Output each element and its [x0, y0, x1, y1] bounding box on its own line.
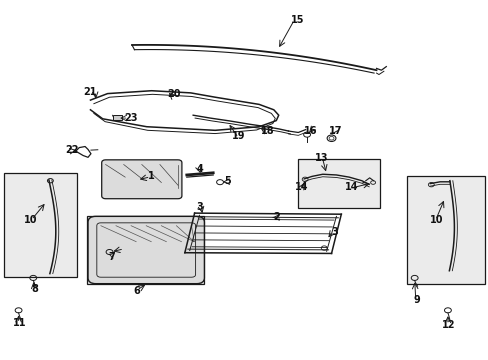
FancyBboxPatch shape: [102, 160, 182, 199]
Text: 5: 5: [224, 176, 230, 186]
Text: 4: 4: [196, 164, 203, 174]
Bar: [298, 159, 380, 208]
Text: 1: 1: [148, 171, 155, 181]
Text: 11: 11: [13, 318, 26, 328]
Text: 19: 19: [231, 131, 245, 141]
Text: 2: 2: [273, 212, 280, 222]
Bar: [113, 115, 122, 120]
Text: 18: 18: [261, 126, 274, 136]
Bar: [4, 173, 77, 277]
Text: 3: 3: [196, 202, 203, 212]
Text: 10: 10: [428, 215, 442, 225]
Bar: [87, 216, 204, 284]
Text: 17: 17: [328, 126, 342, 136]
Text: 14: 14: [294, 182, 307, 192]
Text: 7: 7: [108, 252, 115, 262]
Bar: [406, 176, 484, 284]
FancyBboxPatch shape: [88, 216, 204, 284]
Text: 20: 20: [166, 89, 180, 99]
Text: 9: 9: [412, 294, 419, 305]
Text: 3: 3: [330, 227, 337, 237]
Text: 10: 10: [23, 215, 37, 225]
Text: 6: 6: [133, 286, 140, 296]
Text: 13: 13: [314, 153, 328, 163]
Text: 8: 8: [32, 284, 39, 294]
Text: 21: 21: [83, 87, 97, 97]
Text: 15: 15: [290, 15, 304, 25]
Text: 12: 12: [441, 320, 455, 330]
Text: 14: 14: [345, 182, 358, 192]
Text: 22: 22: [65, 145, 79, 155]
Text: 23: 23: [124, 113, 138, 123]
Text: 16: 16: [304, 126, 317, 136]
